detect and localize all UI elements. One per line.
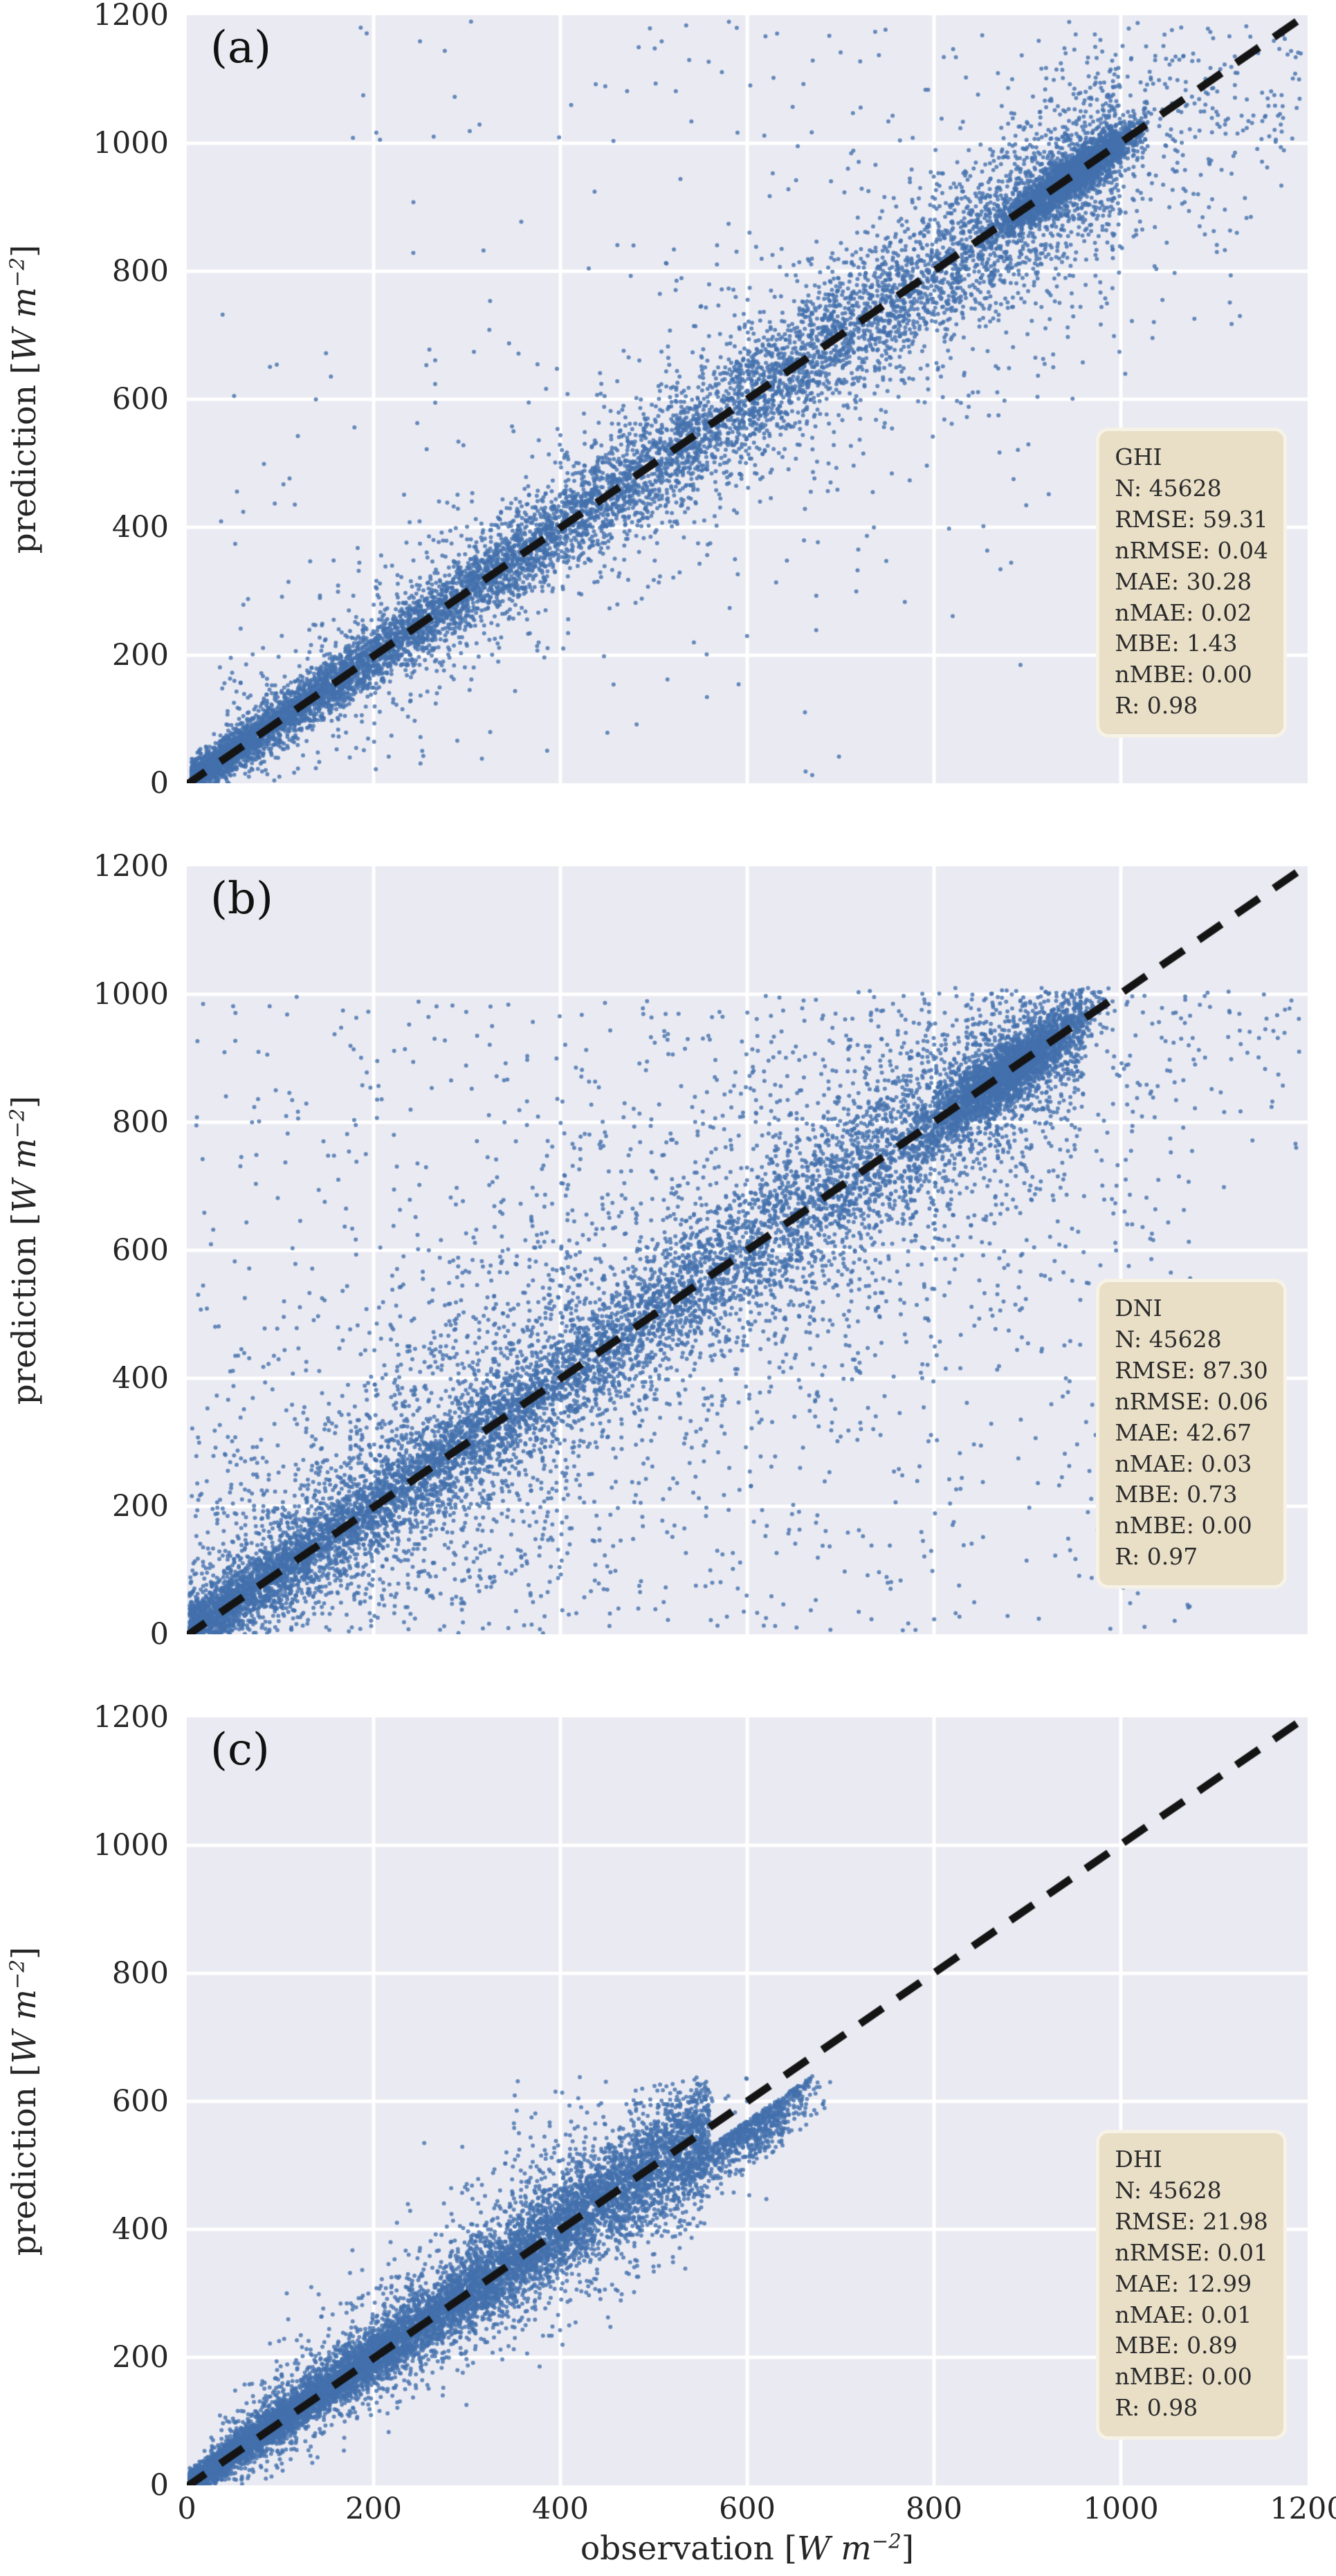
stats-metric-line: RMSE: 59.31 [1115,505,1268,533]
stats-metric-line: nRMSE: 0.01 [1115,2238,1268,2266]
stats-metric-line: N: 45628 [1115,2177,1222,2204]
x-tick-label: 400 [531,2492,589,2526]
y-tick-label: 1000 [93,977,169,1012]
x-tick-label: 0 [177,2492,196,2526]
y-tick-label: 200 [111,2340,169,2375]
panel-b-dni: (b) DNI N: 45628 RMSE: 87.30 nRMSE: 0.06 MAE… [187,866,1308,1634]
x-axis-bracket: ] [901,2530,915,2568]
y-tick-label: 800 [111,1956,169,1991]
y-tick-label: 1000 [93,126,169,161]
stats-variable-label: DNI [1115,1295,1162,1322]
stats-box-ghi: GHI N: 45628 RMSE: 59.31 nRMSE: 0.04 MAE: 30… [1096,428,1287,738]
panel-letter-a: (a) [210,22,272,73]
stats-metric-line: R: 0.97 [1115,1543,1198,1571]
x-tick-label: 200 [345,2492,403,2526]
panel-a-ghi: (a) GHI N: 45628 RMSE: 59.31 nRMSE: 0.04 MAE… [187,15,1308,783]
y-tick-label: 600 [111,1233,169,1268]
stats-metric-line: nRMSE: 0.06 [1115,1387,1268,1415]
y-axis-units: W m [6,286,44,362]
y-tick-label: 200 [111,638,169,673]
stats-metric-line: nMAE: 0.03 [1115,1450,1252,1477]
y-tick-label: 800 [111,254,169,289]
y-tick-label: 600 [111,382,169,417]
stats-metric-line: RMSE: 87.30 [1115,1356,1268,1384]
stats-box-dni: DNI N: 45628 RMSE: 87.30 nRMSE: 0.06 MAE: 42… [1096,1279,1287,1589]
stats-metric-line: R: 0.98 [1115,2394,1198,2422]
x-tick-label: 1000 [1083,2492,1159,2526]
x-axis-label-text: observation [ [580,2530,797,2568]
y-tick-label: 400 [111,510,169,545]
stats-metric-line: nMBE: 0.00 [1115,2363,1252,2391]
stats-metric-line: MBE: 1.43 [1115,630,1238,657]
stats-metric-line: MAE: 12.99 [1115,2269,1252,2297]
y-tick-label: 400 [111,2212,169,2247]
stats-metric-line: MBE: 0.73 [1115,1481,1238,1508]
stats-metric-line: MBE: 0.89 [1115,2332,1238,2359]
y-axis-units: W m [6,1989,44,2064]
y-tick-label: 0 [149,766,169,801]
y-tick-label: 0 [149,2468,169,2503]
y-tick-label: 0 [149,1617,169,1652]
y-axis-units: W m [6,1138,44,1213]
stats-metric-line: MAE: 30.28 [1115,567,1252,595]
stats-metric-line: nMAE: 0.01 [1115,2301,1252,2328]
y-tick-label: 600 [111,2084,169,2119]
stats-metric-line: nRMSE: 0.04 [1115,536,1268,564]
x-axis-exponent: −2 [871,2529,902,2553]
stats-metric-line: nMBE: 0.00 [1115,1512,1252,1540]
stats-metric-line: N: 45628 [1115,1326,1222,1353]
panel-letter-b: (b) [210,873,273,924]
x-axis-units: W m [797,2530,872,2568]
y-tick-label: 400 [111,1361,169,1396]
stats-metric-line: nMAE: 0.02 [1115,599,1252,626]
stats-metric-line: nMBE: 0.00 [1115,661,1252,688]
panel-c-dhi: (c) DHI N: 45628 RMSE: 21.98 nRMSE: 0.01 MAE… [187,1717,1308,2485]
stats-variable-label: GHI [1115,444,1162,471]
x-tick-label: 800 [905,2492,963,2526]
stats-metric-line: MAE: 42.67 [1115,1418,1252,1446]
stats-metric-line: N: 45628 [1115,475,1222,502]
x-tick-label: 1200 [1270,2492,1336,2526]
x-axis-label: observation [W m−2] [505,2528,989,2570]
panel-letter-c: (c) [210,1724,270,1775]
stats-metric-line: R: 0.98 [1115,692,1198,720]
y-tick-label: 1200 [93,0,169,33]
stats-variable-label: DHI [1115,2146,1162,2173]
y-tick-label: 1200 [93,849,169,884]
y-tick-label: 1000 [93,1828,169,1863]
stats-box-dhi: DHI N: 45628 RMSE: 21.98 nRMSE: 0.01 MAE: 12… [1096,2130,1287,2440]
y-tick-label: 1200 [93,1700,169,1735]
y-tick-label: 200 [111,1489,169,1524]
stats-metric-line: RMSE: 21.98 [1115,2207,1268,2235]
x-tick-label: 600 [718,2492,776,2526]
y-tick-label: 800 [111,1105,169,1140]
